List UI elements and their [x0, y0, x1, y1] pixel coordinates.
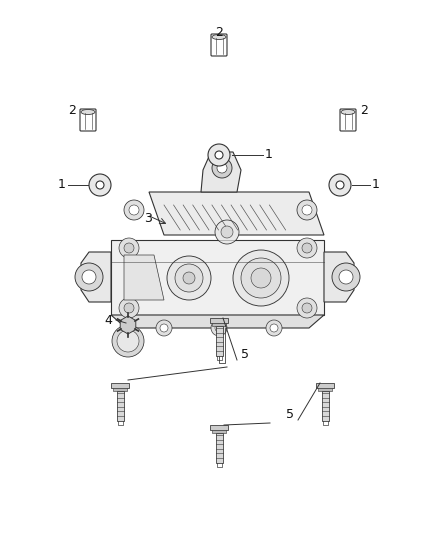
Circle shape	[215, 151, 223, 159]
Circle shape	[302, 243, 312, 253]
Circle shape	[82, 270, 96, 284]
Ellipse shape	[81, 109, 95, 115]
Circle shape	[266, 320, 282, 336]
Circle shape	[175, 264, 203, 292]
Circle shape	[124, 200, 144, 220]
Circle shape	[215, 220, 239, 244]
Circle shape	[117, 330, 139, 352]
Bar	[113, 388, 127, 391]
Circle shape	[96, 181, 104, 189]
Bar	[215, 433, 223, 463]
Circle shape	[208, 144, 230, 166]
Text: 2: 2	[68, 103, 76, 117]
Circle shape	[160, 324, 168, 332]
Circle shape	[302, 205, 312, 215]
Circle shape	[221, 226, 233, 238]
Circle shape	[329, 174, 351, 196]
Circle shape	[336, 181, 344, 189]
Circle shape	[297, 298, 317, 318]
Ellipse shape	[341, 109, 355, 115]
Circle shape	[112, 325, 144, 357]
Circle shape	[215, 324, 223, 332]
Circle shape	[129, 205, 139, 215]
Bar	[316, 383, 334, 388]
Text: 4: 4	[104, 313, 112, 327]
Circle shape	[270, 324, 278, 332]
Circle shape	[75, 263, 103, 291]
Circle shape	[212, 158, 232, 178]
Circle shape	[302, 303, 312, 313]
Bar	[117, 391, 124, 421]
Circle shape	[124, 303, 134, 313]
Polygon shape	[324, 252, 354, 302]
Circle shape	[183, 272, 195, 284]
Circle shape	[217, 163, 227, 173]
Circle shape	[297, 238, 317, 258]
Bar	[212, 323, 226, 326]
Circle shape	[167, 256, 211, 300]
Text: 5: 5	[241, 349, 249, 361]
Circle shape	[156, 320, 172, 336]
Bar	[215, 326, 223, 356]
Text: 3: 3	[144, 212, 152, 224]
Text: 2: 2	[215, 26, 223, 38]
Polygon shape	[81, 252, 111, 302]
Bar	[210, 425, 228, 430]
Bar	[111, 383, 129, 388]
Polygon shape	[120, 316, 136, 334]
Circle shape	[339, 270, 353, 284]
Polygon shape	[201, 152, 241, 192]
Polygon shape	[111, 315, 324, 328]
Bar	[210, 318, 228, 323]
Text: 1: 1	[58, 179, 66, 191]
Circle shape	[211, 320, 227, 336]
Circle shape	[241, 258, 281, 298]
Circle shape	[332, 263, 360, 291]
Polygon shape	[124, 255, 164, 300]
Bar	[318, 388, 332, 391]
Circle shape	[119, 298, 139, 318]
Ellipse shape	[212, 35, 226, 39]
Circle shape	[251, 268, 271, 288]
Polygon shape	[149, 192, 324, 235]
Circle shape	[233, 250, 289, 306]
Circle shape	[89, 174, 111, 196]
Text: 1: 1	[372, 179, 380, 191]
Bar	[212, 430, 226, 433]
Text: 1: 1	[265, 149, 273, 161]
Text: 5: 5	[286, 408, 294, 422]
Polygon shape	[111, 240, 324, 315]
Bar	[321, 391, 328, 421]
Circle shape	[297, 200, 317, 220]
Circle shape	[124, 243, 134, 253]
Circle shape	[119, 238, 139, 258]
Text: 2: 2	[360, 103, 368, 117]
